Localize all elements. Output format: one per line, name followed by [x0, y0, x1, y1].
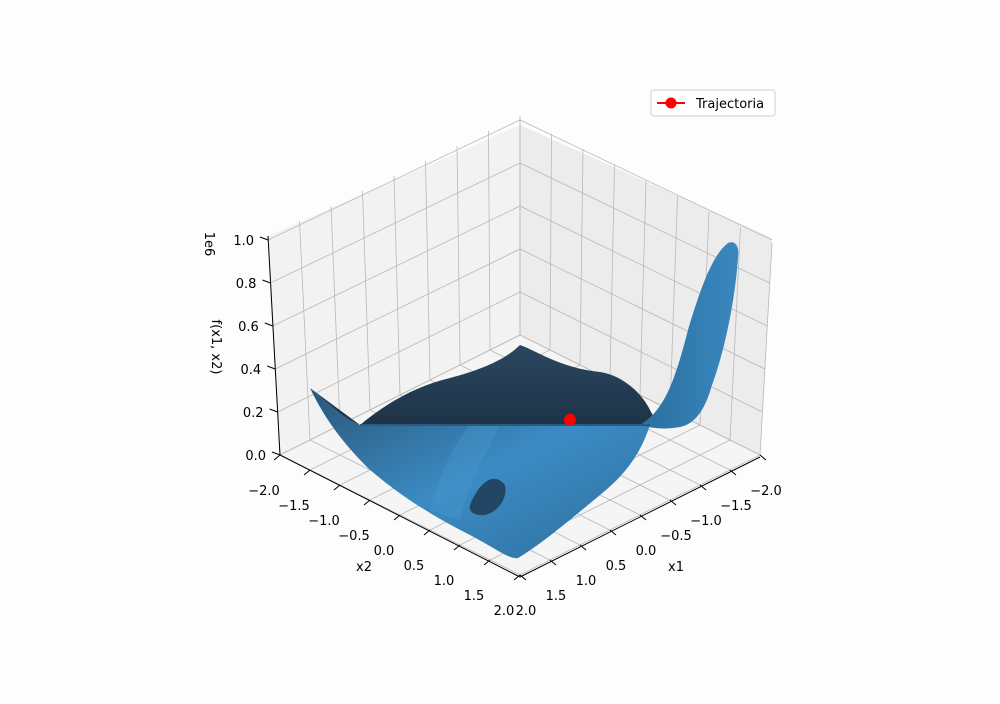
- y-tick-mark: [483, 559, 491, 566]
- y-tick-label: −1.0: [308, 514, 340, 529]
- y-tick-label: −1.5: [278, 499, 310, 514]
- x-tick-label: 0.0: [636, 544, 657, 559]
- z-tick-label: 1.0: [233, 234, 254, 249]
- wall-z-grid-line: [275, 248, 765, 370]
- x-tick-mark: [759, 454, 767, 461]
- x-tick-mark: [549, 559, 557, 566]
- y-tick-mark: [363, 499, 371, 506]
- wall-grid-line: [362, 190, 371, 411]
- y-tick-label: −2.0: [248, 484, 280, 499]
- y-tick-mark: [303, 469, 311, 476]
- surface-peak-region: [640, 242, 739, 429]
- y-axis-label: x2: [356, 560, 372, 575]
- axes-lines: [267, 235, 761, 578]
- wall-grid-line: [729, 227, 741, 441]
- surface-mesh: [310, 242, 739, 559]
- y-tick-label: −0.5: [338, 529, 370, 544]
- x-tick-label: −1.0: [690, 514, 722, 529]
- surface-front-region: [310, 388, 650, 559]
- z-tick-label: 0.8: [236, 277, 257, 292]
- wall-grid-line: [669, 196, 678, 411]
- z-tick-mark: [269, 408, 278, 413]
- x-tick-mark: [519, 574, 527, 581]
- trajectory-series: [564, 413, 576, 426]
- z-axis-offset-label: 1e6: [201, 232, 216, 257]
- x-tick-label: −2.0: [750, 484, 782, 499]
- wall-grid-line: [549, 133, 552, 351]
- x-axis-label: x1: [668, 560, 684, 575]
- x-tick-mark: [699, 484, 707, 491]
- x-tick-label: 2.0: [516, 604, 537, 619]
- z-tick-mark: [271, 451, 281, 456]
- x-axis-ticks: −2.0−1.5−1.0−0.50.0 0.5 1.0 1.5 2.0: [516, 454, 782, 619]
- legend-box: [650, 89, 776, 117]
- y-tick-label: 2.0: [494, 604, 515, 619]
- wall-z-grid-line: [272, 205, 768, 327]
- surface-valley-shadow: [469, 478, 506, 516]
- wall-grid-line: [393, 175, 401, 396]
- legend-marker-icon: [665, 97, 677, 109]
- z-tick-mark: [262, 279, 271, 284]
- z-tick-label: 0.2: [243, 406, 264, 421]
- wall-z-grid-line: [270, 162, 770, 284]
- surface-back-region: [310, 345, 656, 425]
- wall-grid-line: [299, 220, 311, 441]
- y-tick-label: 1.0: [434, 574, 455, 589]
- x-tick-label: −1.5: [720, 499, 752, 514]
- z-tick-label: 0.6: [238, 320, 259, 335]
- y-tick-mark: [393, 514, 401, 521]
- wall-grid-line: [609, 164, 615, 381]
- y-tick-mark: [513, 574, 521, 581]
- y-tick-label: 0.0: [374, 544, 395, 559]
- y-axis-ticks: −2.0−1.5−1.0−0.5 0.0 0.5 1.0 1.5 2.0: [248, 454, 521, 619]
- wall-grid-line: [488, 130, 491, 351]
- y-tick-mark: [423, 529, 431, 536]
- surface-ridge-band: [430, 425, 500, 520]
- y-tick-mark: [453, 544, 461, 551]
- x-tick-mark: [669, 499, 677, 506]
- z-tick-label: 0.0: [245, 449, 266, 464]
- z-tick-mark: [267, 365, 276, 370]
- wall-grid-line: [425, 160, 431, 381]
- wall-grid-line: [456, 145, 461, 366]
- x-tick-mark: [609, 529, 617, 536]
- z-tick-mark: [259, 236, 269, 241]
- z-axis-ticks: 0.0 0.2 0.4 0.6 0.8 1.0: [233, 234, 281, 464]
- x-tick-label: 1.5: [546, 589, 567, 604]
- wall-grid-line: [330, 205, 341, 426]
- x-tick-mark: [729, 469, 737, 476]
- trajectory-point: [564, 413, 576, 426]
- z-axis-label: f(x1, x2): [208, 320, 223, 375]
- y-tick-label: 0.5: [404, 559, 425, 574]
- wall-grid-line: [639, 180, 647, 396]
- x-tick-label: −0.5: [660, 529, 692, 544]
- y-tick-mark: [333, 484, 341, 491]
- z-tick-mark: [264, 322, 273, 327]
- wall-grid-line: [759, 242, 773, 456]
- y-tick-label: 1.5: [464, 589, 485, 604]
- legend: Trajectoria: [650, 89, 776, 117]
- x-tick-label: 0.5: [606, 559, 627, 574]
- legend-entry-label: Trajectoria: [695, 97, 764, 112]
- y-tick-mark: [273, 454, 281, 461]
- wall-z-grid-line: [267, 119, 773, 241]
- z-tick-label: 0.4: [241, 363, 262, 378]
- x-tick-label: 1.0: [576, 574, 597, 589]
- wall-grid-line: [579, 149, 584, 366]
- x-tick-mark: [639, 514, 647, 521]
- x-tick-mark: [579, 544, 587, 551]
